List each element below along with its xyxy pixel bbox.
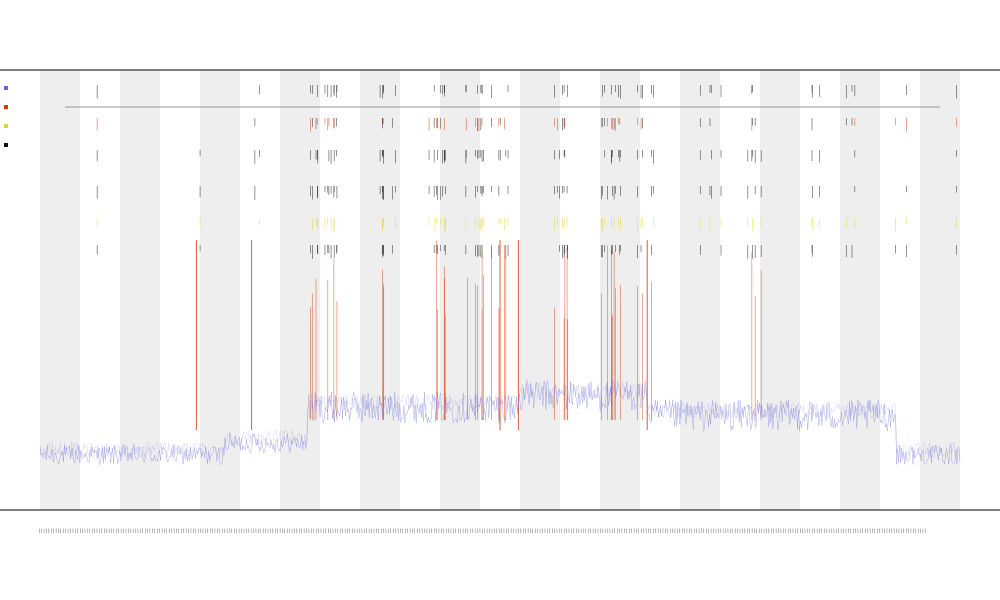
- legend-swatch-yellow: [4, 123, 8, 128]
- background-band: [760, 70, 800, 510]
- background-band: [920, 70, 960, 510]
- legend-swatch-baseline: [4, 85, 8, 90]
- x-tick-labels: ||||||||||||||||||||||||||||||||||||||||…: [38, 528, 926, 533]
- legend-item-red: [4, 97, 18, 116]
- background-band: [680, 70, 720, 510]
- event-lines: [96, 85, 957, 430]
- baseline-trace: [39, 382, 961, 459]
- baseline-series: [39, 379, 961, 466]
- background-band: [280, 70, 320, 510]
- legend-item-yellow: [4, 116, 18, 135]
- legend-item-baseline: [4, 78, 18, 97]
- background-band: [200, 70, 240, 510]
- background-band: [120, 70, 160, 510]
- background-band: [520, 70, 560, 510]
- legend-swatch-red: [4, 104, 8, 109]
- legend: [4, 78, 18, 154]
- background-band: [440, 70, 480, 510]
- background-band: [40, 70, 80, 510]
- background-band: [360, 70, 400, 510]
- axes: [0, 69, 1000, 511]
- background-band: [840, 70, 880, 510]
- legend-swatch-black: [4, 142, 8, 147]
- legend-item-black: [4, 135, 18, 154]
- baseline-trace: [39, 379, 961, 466]
- background-bands: [40, 70, 960, 510]
